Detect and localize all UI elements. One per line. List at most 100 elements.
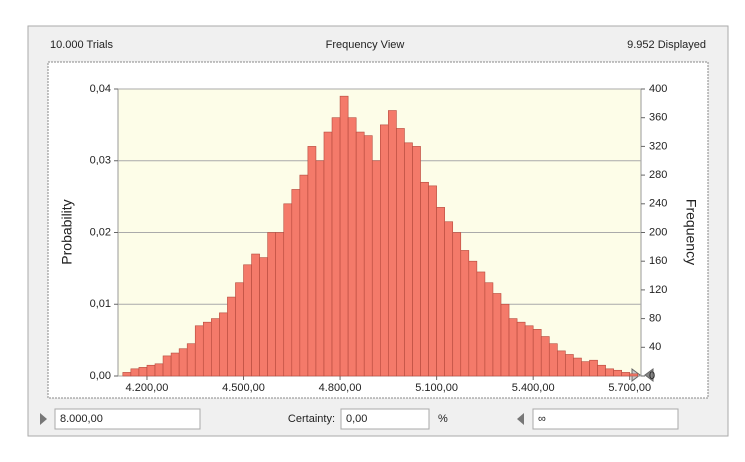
y-tick-label: 0,04 — [90, 83, 111, 95]
y-tick-label: 0,00 — [90, 370, 111, 382]
bar — [162, 355, 172, 377]
right-value: ∞ — [538, 413, 546, 425]
bar — [315, 160, 325, 377]
bar — [178, 348, 188, 377]
bar — [211, 318, 220, 377]
y-tick-label: 0,03 — [90, 155, 111, 167]
bar — [613, 369, 622, 377]
x-tick-label: 5.100,00 — [415, 382, 458, 394]
bar — [259, 257, 268, 377]
x-tick-label: 4.200,00 — [126, 382, 169, 394]
y2-tick-label: 320 — [649, 140, 667, 152]
bar — [299, 174, 309, 377]
bar — [194, 325, 204, 377]
trials: 10.000 Trials — [50, 39, 113, 51]
bar — [492, 293, 502, 377]
bar — [146, 364, 156, 377]
bar — [388, 110, 397, 377]
bar — [202, 321, 212, 377]
bar — [339, 95, 349, 377]
bar — [291, 189, 301, 377]
bar — [524, 325, 534, 377]
bar — [557, 350, 566, 377]
bar — [363, 135, 373, 377]
x-tick-label: 5.700,00 — [608, 382, 651, 394]
bar — [355, 131, 365, 377]
y2-tick-label: 240 — [649, 198, 667, 210]
right-arrow[interactable] — [517, 413, 524, 425]
right-input[interactable] — [532, 408, 679, 430]
bar — [589, 359, 598, 377]
x-tick-label: 4.500,00 — [222, 382, 265, 394]
bar — [597, 364, 606, 377]
bar — [532, 329, 542, 377]
bar — [484, 282, 494, 377]
y-tick-label: 0,01 — [90, 298, 111, 310]
bar — [283, 203, 293, 377]
bar — [444, 221, 454, 377]
bar — [243, 264, 252, 377]
bar — [548, 343, 558, 377]
bar — [621, 372, 631, 377]
bar — [605, 368, 614, 377]
y2-tick-label: 360 — [649, 112, 667, 124]
y-tick-label: 0,02 — [90, 226, 111, 238]
bar — [122, 372, 132, 377]
bar — [500, 303, 510, 377]
y2-tick-label: 200 — [649, 226, 667, 238]
bar — [565, 354, 574, 377]
y2-tick-label: 280 — [649, 169, 667, 181]
left-input[interactable] — [54, 408, 201, 430]
bar — [307, 146, 317, 377]
y2-tick-label: 80 — [649, 313, 661, 325]
bar — [170, 352, 180, 377]
bar — [154, 363, 164, 377]
bar — [186, 343, 196, 377]
bar — [227, 296, 236, 377]
certainty-value: 0,00 — [346, 413, 367, 425]
bar — [219, 312, 228, 377]
left-value: 8.000,00 — [60, 413, 103, 425]
y2-tick-label: 40 — [649, 341, 661, 353]
bar — [331, 117, 341, 377]
bar — [420, 181, 429, 377]
bar — [138, 367, 148, 377]
bar — [251, 253, 260, 377]
view-title: Frequency View — [326, 39, 405, 51]
bar — [412, 146, 421, 377]
x-tick-label: 5.400,00 — [512, 382, 555, 394]
x-tick-label: 4.800,00 — [319, 382, 362, 394]
bar — [540, 336, 550, 377]
y-axis-title: Probability — [59, 199, 75, 264]
bar — [468, 260, 478, 377]
bar — [516, 321, 526, 377]
left-arrow[interactable] — [40, 413, 47, 425]
bar — [371, 160, 381, 377]
y2-tick-label: 120 — [649, 284, 667, 296]
bar — [436, 207, 445, 377]
y2-axis-title: Frequency — [683, 199, 699, 265]
displayed: 9.952 Displayed — [627, 39, 706, 51]
certainty-input[interactable] — [340, 408, 430, 430]
bar — [476, 271, 486, 377]
bar — [460, 250, 470, 377]
bar — [380, 124, 389, 377]
bar — [396, 128, 405, 377]
bar — [508, 318, 518, 377]
right-marker-2[interactable] — [644, 368, 654, 382]
y2-tick-label: 160 — [649, 255, 667, 267]
bar — [581, 361, 590, 377]
bar — [235, 282, 244, 377]
bar — [347, 117, 357, 377]
bar — [275, 232, 285, 377]
certainty-label: Certainty: — [288, 413, 335, 425]
bar — [428, 185, 437, 377]
y2-tick-label: 0 — [649, 370, 655, 382]
bar — [452, 232, 462, 377]
bar — [323, 131, 333, 377]
bar — [404, 142, 413, 377]
bar — [267, 232, 277, 377]
bar — [573, 357, 582, 377]
